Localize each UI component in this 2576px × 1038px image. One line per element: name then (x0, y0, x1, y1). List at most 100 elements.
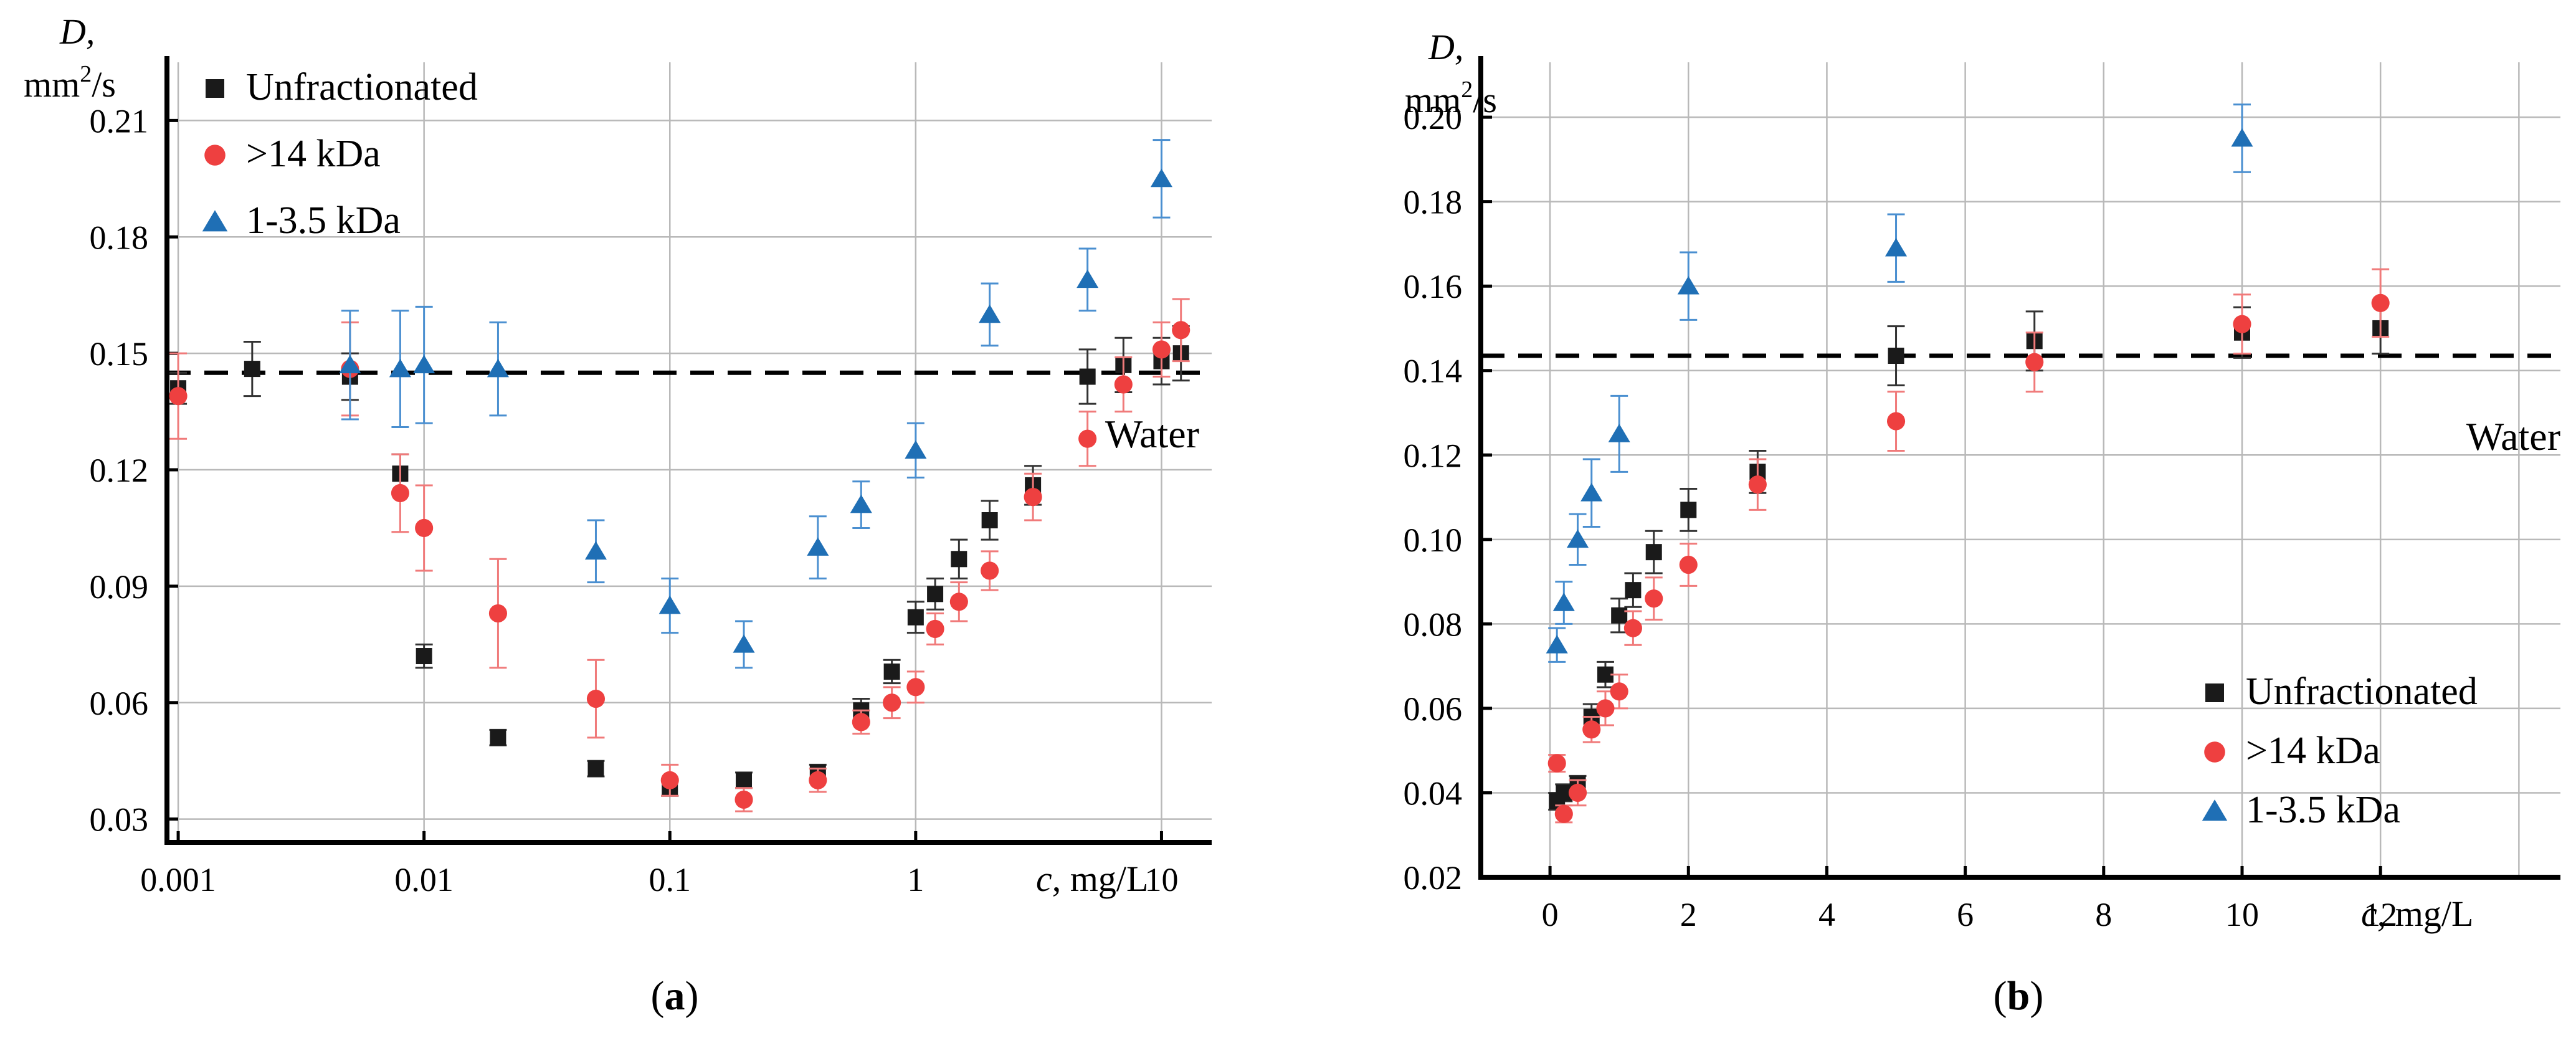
data-point (907, 609, 924, 626)
data-point (1582, 720, 1601, 739)
panel-label-letter: b (2007, 973, 2030, 1019)
y-axis-unit-exp: 2 (1461, 77, 1473, 103)
legend-label: >14 kDa (2246, 730, 2380, 772)
x-tick-label: 12 (2364, 896, 2397, 933)
data-point (1152, 340, 1171, 359)
y-tick-label: 0.18 (1404, 184, 1463, 221)
data-point (736, 772, 753, 789)
data-point (1886, 412, 1906, 431)
data-point (850, 494, 872, 513)
data-point (1645, 544, 1662, 561)
legend-marker-range (2202, 799, 2228, 821)
data-point (2371, 293, 2390, 312)
data-point (733, 634, 755, 653)
data-point (658, 595, 681, 614)
data-point (415, 518, 434, 538)
legend-label: Unfractionated (2246, 670, 2478, 713)
data-point (1150, 168, 1173, 188)
data-point (1546, 635, 1568, 654)
y-axis-label: D, (59, 11, 95, 52)
y-tick-label: 0.06 (90, 685, 149, 722)
data-point (1645, 589, 1663, 608)
y-axis-unit-base: mm (1405, 80, 1461, 120)
data-point (809, 771, 827, 789)
data-point (1611, 607, 1628, 624)
data-point (1625, 582, 1642, 599)
x-tick-label: 0.1 (649, 861, 692, 898)
panel-label-close: ) (2030, 973, 2043, 1019)
panel-label-letter: a (665, 973, 685, 1019)
series-range (1546, 103, 2253, 663)
data-point (660, 771, 679, 789)
panel-label: (a) (651, 973, 699, 1019)
data-point (981, 561, 999, 580)
data-point (1677, 275, 1699, 295)
y-tick-label: 0.15 (90, 335, 149, 373)
panel-label-close: ) (685, 973, 699, 1019)
y-tick-label: 0.06 (1404, 690, 1463, 728)
panel-label-open: ( (1994, 973, 2007, 1019)
data-point (926, 619, 944, 638)
data-point (1748, 475, 1767, 494)
x-tick-label: 0.001 (140, 861, 216, 898)
data-point (981, 512, 998, 529)
data-point (1679, 555, 1698, 574)
y-tick-label: 0.02 (1404, 859, 1463, 897)
y-tick-label: 0.16 (1404, 268, 1463, 305)
data-point (1884, 237, 1908, 257)
y-tick-label: 0.12 (90, 452, 149, 489)
series-unfractionated (169, 325, 1190, 797)
x-tick-label: 2 (1680, 896, 1697, 933)
legend-marker-gt14 (204, 145, 226, 166)
data-point (1024, 488, 1042, 507)
y-axis-unit: mm2/s (1405, 77, 1497, 120)
legend-label: Unfractionated (246, 66, 478, 108)
data-point (416, 648, 432, 665)
data-point (734, 790, 753, 809)
y-axis-var: D, (59, 11, 95, 52)
panel-b: 0.02 0.04 0.06 0.08 0.10 0.12 0.14 0.16 0.18 0.20… (1404, 27, 2560, 1019)
x-tick-label: 10 (2225, 896, 2259, 933)
data-point (883, 663, 900, 680)
data-point (391, 483, 409, 502)
legend-label: 1-3.5 kDa (2246, 789, 2400, 831)
data-point (1077, 269, 1099, 288)
data-point (1078, 429, 1097, 448)
x-tick-label: 8 (2095, 896, 2112, 933)
data-point (1114, 375, 1133, 394)
y-tick-label: 0.21 (90, 102, 149, 140)
y-axis-label: D, (1428, 27, 1463, 67)
y-axis-unit-tail: /s (92, 64, 116, 105)
data-point (979, 304, 1001, 323)
legend-marker-gt14 (2204, 741, 2225, 763)
data-point (1888, 348, 1904, 364)
x-tick-label: 1 (907, 861, 924, 898)
y-tick-label: 0.09 (90, 568, 149, 606)
y-tick-label: 0.10 (1404, 521, 1463, 559)
legend-marker-unfractionated (2205, 683, 2224, 702)
data-point (949, 593, 968, 611)
legend: Unfractionated >14 kDa 1-3.5 kDa (2202, 670, 2478, 831)
x-axis-unit: , mg/L (2377, 893, 2474, 934)
series-gt14 (169, 298, 1191, 812)
x-tick-label: 4 (1818, 896, 1835, 933)
x-tick-label: 10 (1144, 861, 1178, 898)
y-tick-label: 0.18 (90, 219, 149, 256)
data-point (2025, 353, 2044, 371)
data-point (1568, 783, 1587, 802)
data-point (1554, 804, 1573, 823)
data-point (927, 586, 944, 602)
water-label: Water (1105, 412, 1199, 456)
panel-label-open: ( (651, 973, 665, 1019)
x-axis-unit: , mg/L (1052, 859, 1149, 899)
x-axis-var: c (2361, 893, 2377, 934)
y-tick-label: 0.20 (1404, 99, 1463, 136)
y-axis-var: D, (1428, 27, 1463, 67)
data-point (852, 713, 870, 731)
data-point (244, 361, 260, 378)
data-point (487, 358, 509, 378)
y-tick-label: 0.08 (1404, 606, 1463, 643)
data-point (1580, 483, 1603, 502)
data-point (488, 604, 508, 623)
